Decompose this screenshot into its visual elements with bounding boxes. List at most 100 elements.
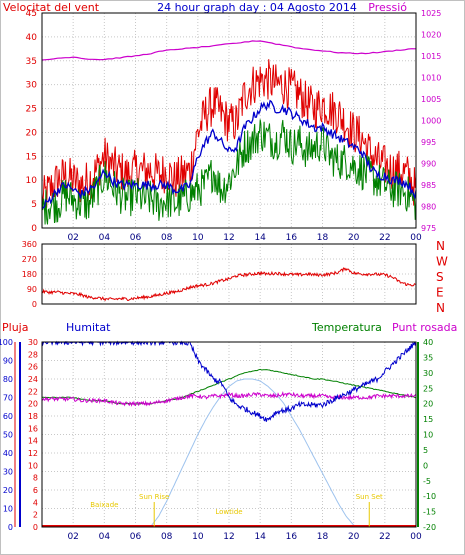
- sun-rise-label: Sun Rise: [139, 493, 169, 501]
- x-tick-label: 06: [130, 532, 142, 542]
- wind-tick-label: 40: [26, 33, 38, 43]
- pressure-tick-label: 985: [421, 181, 436, 190]
- compass-label: N: [436, 239, 445, 253]
- chart3-frame: [41, 341, 417, 528]
- direction-tick-label: 90: [27, 285, 37, 294]
- humidity-tick-label: 0: [8, 523, 13, 532]
- wind-tick-label: 0: [31, 224, 37, 234]
- x-tick-label: 22: [379, 233, 390, 243]
- chart3-temperature-ticks: -20 -15 -10 -5 0 5 10 15 20 25 30 35 40: [423, 338, 436, 532]
- pressure-tick-label: 1000: [421, 117, 441, 126]
- x-tick-label: 00: [410, 233, 422, 243]
- dewpoint-axis-title: Punt rosada: [392, 321, 457, 334]
- humidity-tick-label: 50: [3, 431, 13, 440]
- x-tick-label: 08: [161, 532, 173, 542]
- direction-tick-label: 180: [22, 270, 37, 279]
- x-tick-label: 20: [348, 233, 360, 243]
- x-tick-label: 06: [130, 233, 142, 243]
- pressure-tick-label: 975: [421, 224, 436, 233]
- rain-tick-label: 14: [28, 437, 38, 446]
- x-tick-label: 12: [223, 532, 234, 542]
- rain-tick-label: 12: [28, 449, 38, 458]
- wind-tick-label: 15: [26, 152, 37, 162]
- rain-tick-label: 18: [28, 412, 38, 421]
- x-tick-label: 00: [410, 532, 422, 542]
- rain-tick-label: 0: [33, 523, 38, 532]
- pressure-tick-label: 980: [421, 203, 436, 212]
- wind-average-line: [41, 99, 417, 209]
- chart1-frame: [41, 12, 417, 229]
- pressure-tick-label: 1005: [421, 95, 441, 104]
- gust-line: [41, 119, 417, 225]
- x-tick-label: 18: [317, 233, 329, 243]
- rain-tick-label: 6: [33, 486, 38, 495]
- humidity-tick-label: 10: [3, 505, 13, 514]
- pressure-tick-label: 1020: [421, 31, 441, 40]
- chart2-degree-ticks: 0 90 180 270 360: [22, 240, 37, 309]
- baixada-label: Baixade: [90, 501, 118, 509]
- compass-label: N: [436, 301, 445, 315]
- rain-tick-label: 8: [33, 474, 38, 483]
- compass-label: E: [436, 286, 444, 300]
- pressure-tick-label: 1010: [421, 74, 441, 83]
- temperature-tick-label: 30: [423, 369, 433, 378]
- wind-tick-label: 30: [26, 81, 38, 91]
- wind-tick-label: 5: [31, 200, 37, 210]
- direction-tick-label: 0: [32, 300, 37, 309]
- x-tick-label: 12: [223, 233, 234, 243]
- humidity-tick-label: 100: [0, 338, 13, 347]
- humidity-tick-label: 80: [3, 375, 13, 384]
- chart2-frame: [41, 243, 417, 305]
- wind-axis-title: Velocitat del vent: [3, 1, 100, 14]
- pressure-tick-label: 990: [421, 160, 436, 169]
- x-tick-label: 14: [254, 233, 266, 243]
- humidity-tick-label: 70: [3, 394, 13, 403]
- temperature-tick-label: 5: [423, 446, 428, 455]
- rain-tick-label: 10: [28, 461, 38, 470]
- wind-tick-label: 25: [26, 105, 37, 115]
- temperature-tick-label: 25: [423, 384, 433, 393]
- dewpoint-line: [41, 391, 417, 407]
- rain-tick-label: 24: [28, 375, 38, 384]
- chart1-series: [41, 40, 417, 225]
- wind-tick-label: 45: [26, 9, 37, 19]
- x-tick-label: 18: [317, 532, 329, 542]
- humidity-tick-label: 60: [3, 412, 13, 421]
- rain-tick-label: 16: [28, 424, 38, 433]
- x-tick-label: 22: [379, 532, 390, 542]
- temperature-axis-title: Temperatura: [311, 321, 382, 334]
- chart2-series: [41, 267, 417, 302]
- pressure-axis-title: Pressió: [368, 1, 407, 14]
- x-tick-label: 14: [254, 532, 266, 542]
- temperature-tick-label: -10: [423, 492, 436, 501]
- chart1-pressure-ticks: 975 980 985 990 995 1000 1005 1010 1015 1020 1025: [421, 9, 441, 233]
- temperature-tick-label: 10: [423, 431, 433, 440]
- x-tick-label: 20: [348, 532, 360, 542]
- rain-axis-title: Pluja: [2, 321, 28, 334]
- chart3-annotations: Baixade Sun Rise Lowtide Sun Set: [90, 493, 383, 527]
- chart1-time-ticks: 02 04 06 08 10 12 14 16 18 20 22 00: [67, 233, 422, 243]
- pressure-line: [41, 40, 417, 61]
- wind-tick-label: 20: [26, 128, 38, 138]
- sun-set-label: Sun Set: [356, 493, 383, 501]
- rain-tick-label: 26: [28, 363, 38, 372]
- chart-title: 24 hour graph day : 04 Agosto 2014: [157, 1, 357, 14]
- temperature-tick-label: 35: [423, 353, 433, 362]
- chart3-humidity-ticks: 0 10 20 30 40 50 60 70 80 90 100: [0, 338, 13, 532]
- chart3-time-ticks: 02 04 06 08 10 12 14 16 18 20 22 00: [67, 532, 422, 542]
- wind-direction-line: [41, 267, 417, 302]
- temperature-tick-label: -20: [423, 523, 436, 532]
- temperature-tick-label: 15: [423, 415, 433, 424]
- x-tick-label: 16: [286, 233, 298, 243]
- compass-label: W: [436, 255, 448, 269]
- humidity-axis-title: Humitat: [66, 321, 111, 334]
- x-tick-label: 10: [192, 233, 204, 243]
- direction-tick-label: 270: [22, 255, 37, 264]
- x-tick-label: 02: [67, 233, 78, 243]
- x-tick-label: 02: [67, 532, 78, 542]
- humidity-tick-label: 40: [3, 449, 13, 458]
- temperature-tick-label: 20: [423, 400, 433, 409]
